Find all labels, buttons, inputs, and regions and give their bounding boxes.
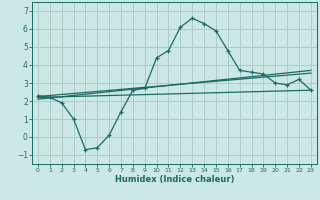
X-axis label: Humidex (Indice chaleur): Humidex (Indice chaleur) [115, 175, 234, 184]
